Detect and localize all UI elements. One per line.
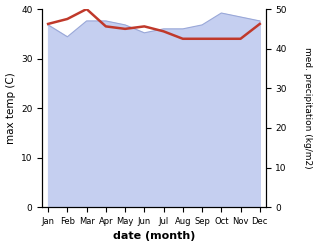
Y-axis label: med. precipitation (kg/m2): med. precipitation (kg/m2) — [303, 47, 313, 169]
Y-axis label: max temp (C): max temp (C) — [5, 72, 16, 144]
X-axis label: date (month): date (month) — [113, 231, 195, 242]
